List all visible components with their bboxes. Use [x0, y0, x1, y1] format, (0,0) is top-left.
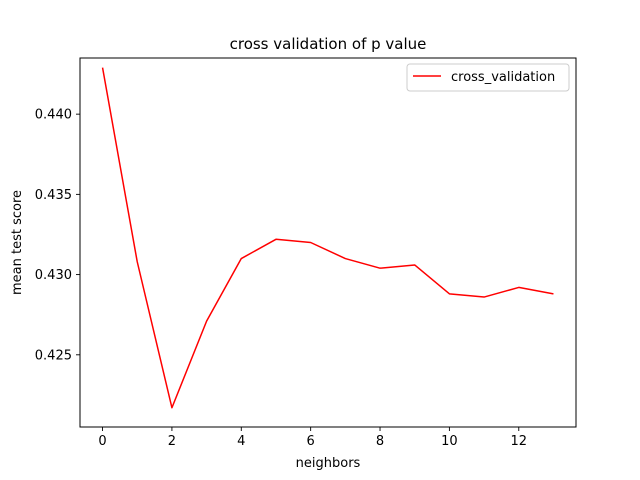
y-axis-label: mean test score: [10, 190, 25, 295]
x-axis: 0 2 4 6 8 10 12: [98, 427, 527, 449]
x-tick-label: 4: [237, 434, 245, 449]
x-tick-label: 2: [168, 434, 176, 449]
plot-area: [101, 67, 554, 409]
chart-title: cross validation of p value: [230, 35, 427, 53]
plot-frame: [79, 57, 577, 428]
series-line-0: [101, 67, 554, 409]
legend: cross_validation: [406, 63, 570, 92]
x-tick-label: 8: [376, 434, 384, 449]
y-tick-label: 0.440: [35, 108, 72, 123]
x-tick-label: 6: [307, 434, 315, 449]
y-axis: 0.425 0.430 0.435 0.440: [35, 108, 80, 363]
y-tick-label: 0.435: [35, 188, 72, 203]
legend-label-cross-validation: cross_validation: [451, 70, 555, 85]
y-tick-label: 0.430: [35, 268, 72, 283]
x-tick-label: 12: [510, 434, 527, 449]
x-tick-label: 10: [441, 434, 458, 449]
x-axis-label: neighbors: [296, 456, 361, 471]
x-tick-label: 0: [98, 434, 106, 449]
legend-box: [406, 63, 570, 92]
y-tick-label: 0.425: [35, 348, 72, 363]
